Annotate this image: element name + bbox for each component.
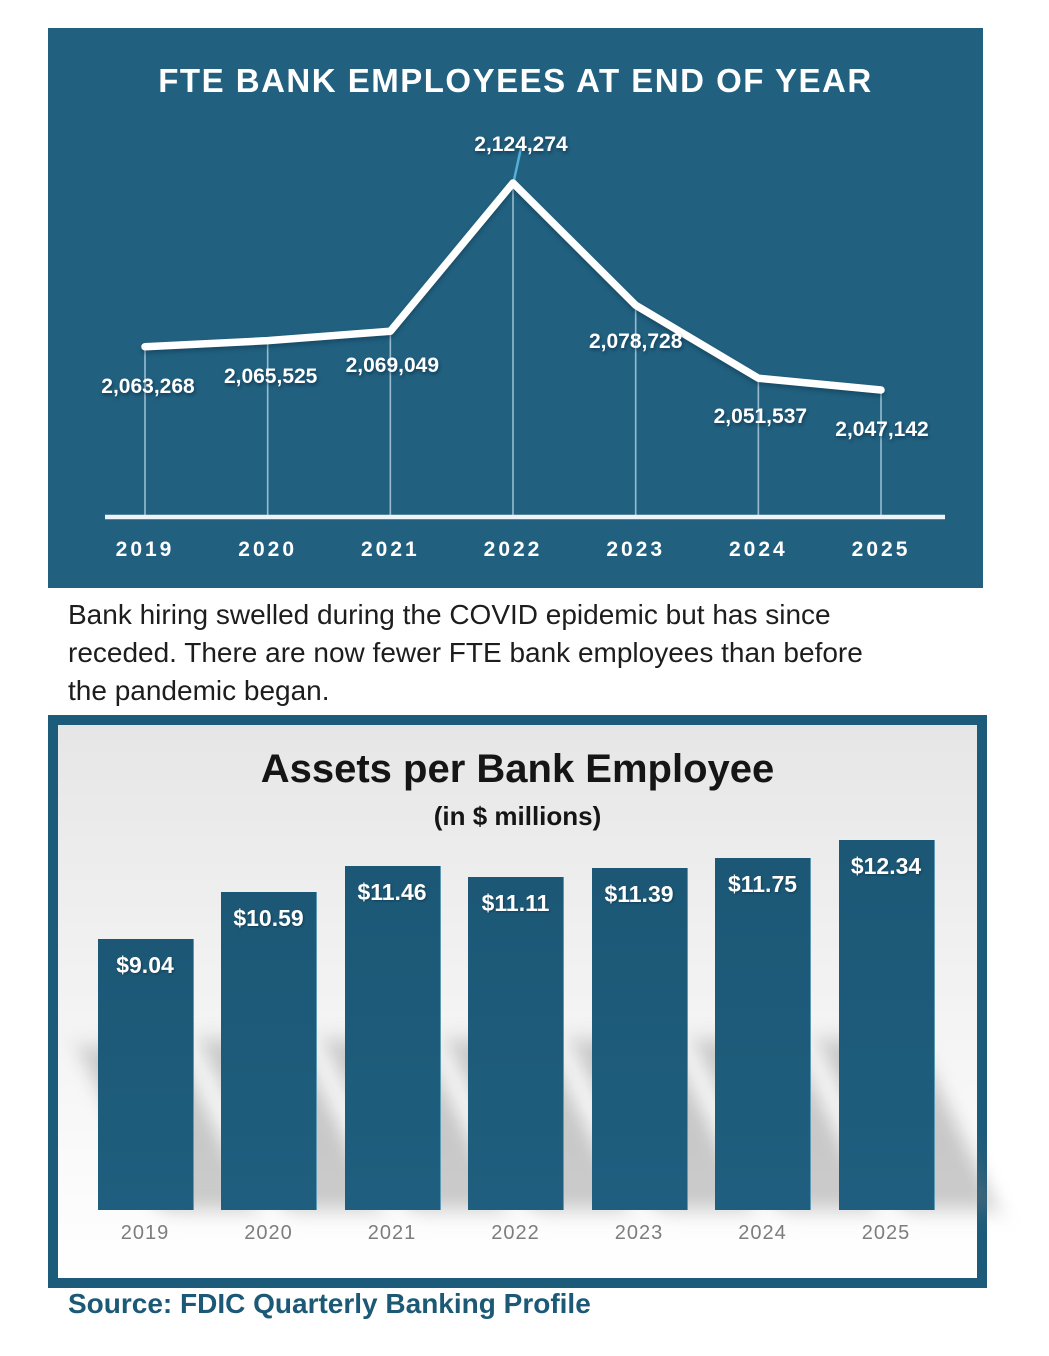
x-axis-year-label: 2022	[491, 1222, 540, 1244]
bar-value-label: $10.59	[233, 905, 304, 932]
source-text: Source: FDIC Quarterly Banking Profile	[68, 1288, 591, 1319]
data-point-label: 2,065,525	[223, 364, 318, 388]
x-axis-year-label: 2024	[728, 538, 788, 561]
x-axis-year-label: 2021	[367, 1222, 417, 1244]
bar	[838, 839, 935, 1210]
bar-value-label: $11.46	[357, 879, 427, 906]
bar-value-label: $9.04	[116, 951, 174, 978]
bar-chart-area: Assets per Bank Employee (in $ millions)…	[58, 725, 998, 1278]
data-point-label: 2,051,537	[713, 405, 808, 429]
x-axis-year-label: 2019	[120, 1222, 170, 1244]
data-point-label: 2,124,274	[474, 133, 568, 157]
x-axis-year-label: 2025	[851, 538, 911, 561]
peak-leader-line	[512, 147, 523, 181]
x-axis-year-label: 2023	[606, 538, 666, 561]
bar	[97, 938, 194, 1210]
bar-chart-subtitle: (in $ millions)	[433, 801, 602, 831]
bar-chart-title: Assets per Bank Employee	[260, 747, 775, 791]
assets-bar-chart-frame: Assets per Bank Employee (in $ millions)…	[48, 715, 998, 1288]
x-axis-year-label: 2020	[244, 1222, 293, 1244]
x-axis-year-label: 2020	[238, 538, 298, 561]
line-chart-plot	[105, 147, 945, 520]
bar	[221, 892, 317, 1210]
bar-value-label: $12.34	[850, 852, 922, 879]
x-axis-year-label: 2019	[115, 538, 175, 561]
bar-value-label: $11.39	[604, 881, 674, 908]
caption-text: Bank hiring swelled during the COVID epi…	[68, 599, 863, 706]
data-point-label: 2,069,049	[345, 354, 440, 378]
data-point-label: 2,063,268	[101, 374, 195, 398]
x-axis-year-label: 2022	[483, 538, 543, 561]
x-axis-year-label: 2021	[360, 538, 420, 561]
fte-line-chart-panel: FTE BANK EMPLOYEES AT END OF YEAR 2,063,…	[48, 28, 983, 588]
bar-value-label: $11.11	[481, 889, 550, 916]
line-chart-title: FTE BANK EMPLOYEES AT END OF YEAR	[158, 62, 873, 99]
bar	[344, 866, 441, 1210]
bar	[468, 876, 564, 1210]
bar	[715, 857, 811, 1210]
bar-value-label: $11.75	[727, 870, 798, 897]
bar	[591, 868, 688, 1210]
x-axis-year-label: 2023	[614, 1222, 664, 1244]
line-series	[141, 179, 885, 394]
data-point-label: 2,078,728	[588, 330, 683, 354]
x-axis-year-label: 2025	[861, 1222, 911, 1244]
x-axis-year-label: 2024	[738, 1222, 787, 1244]
data-point-label: 2,047,142	[835, 418, 929, 441]
